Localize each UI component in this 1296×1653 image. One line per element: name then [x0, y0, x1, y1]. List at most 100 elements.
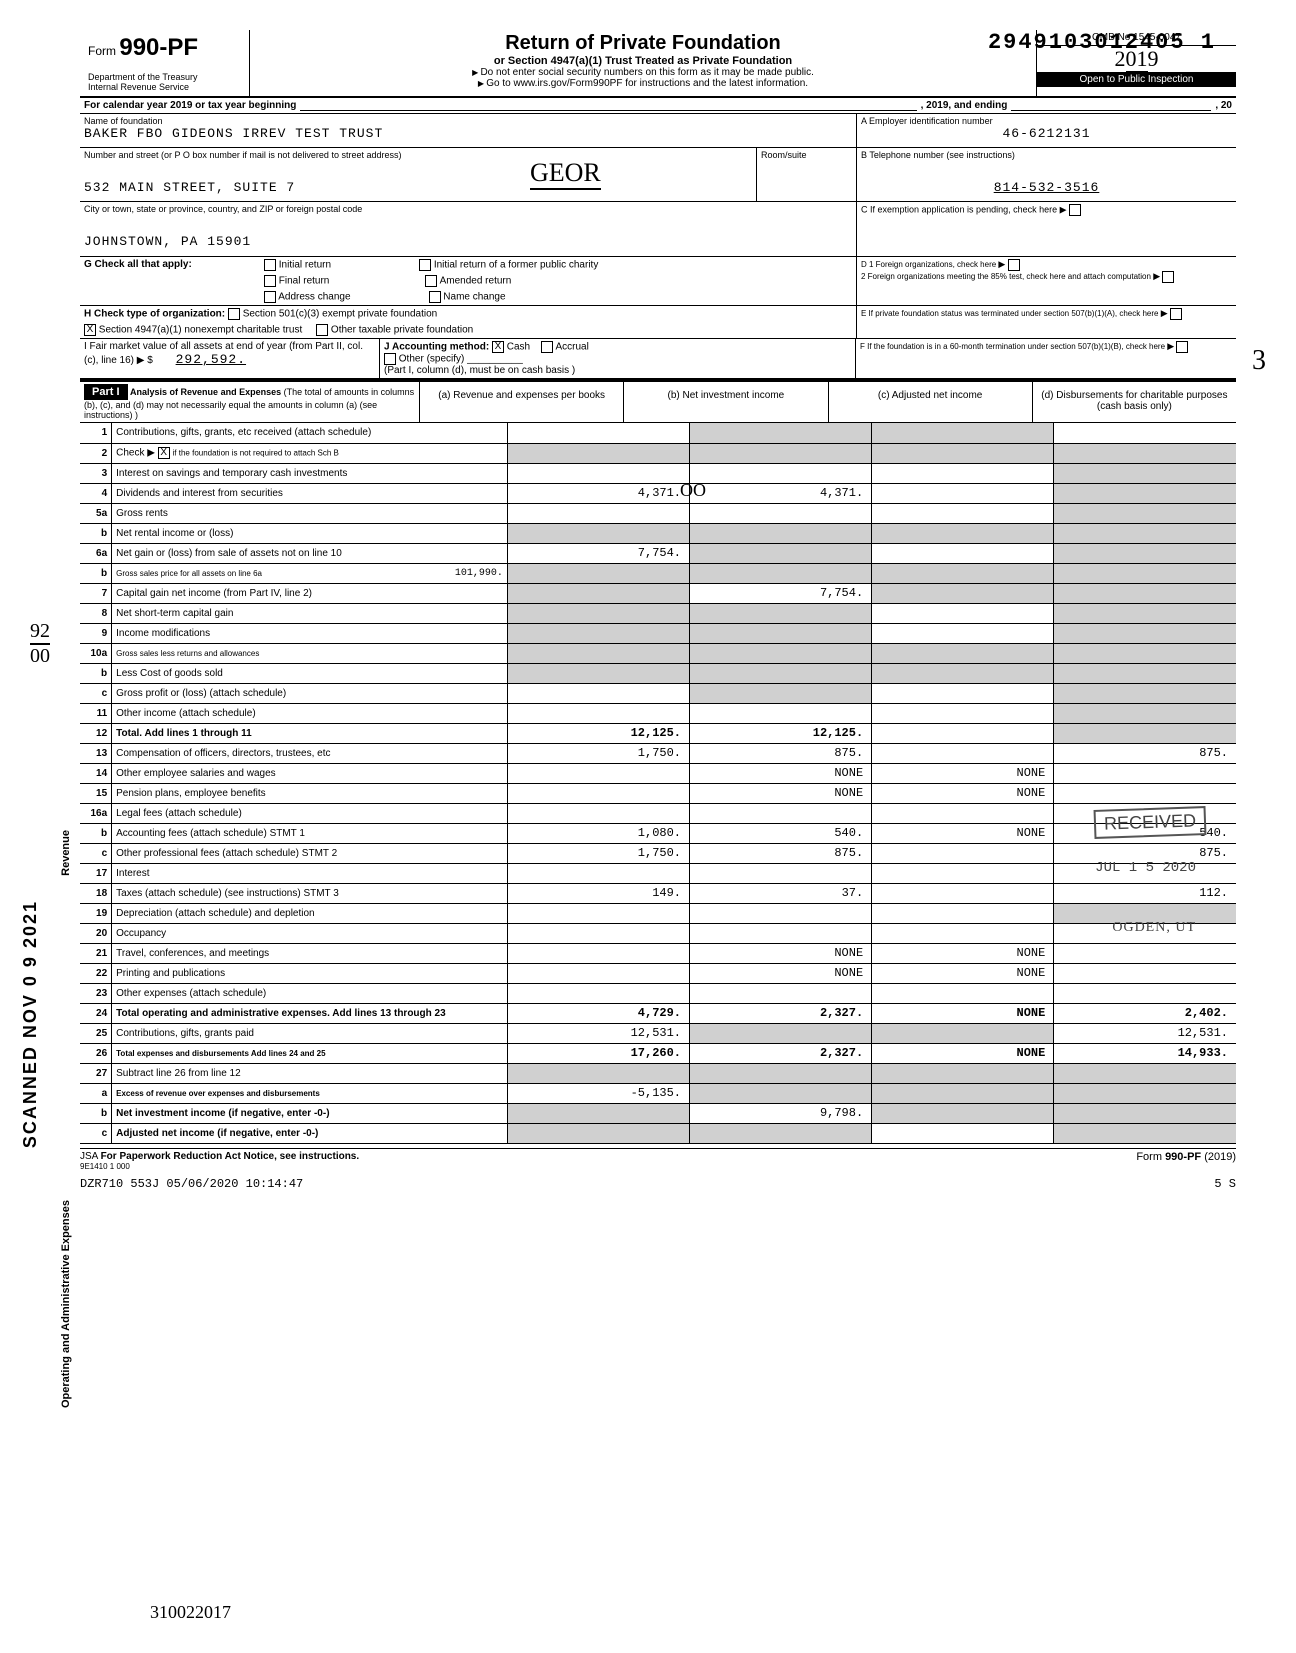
col-d: (d) Disbursements for charitable purpose…	[1033, 382, 1236, 422]
j-accrual-checkbox[interactable]	[541, 341, 553, 353]
e-checkbox[interactable]	[1170, 308, 1182, 320]
j-other-checkbox[interactable]	[384, 353, 396, 365]
row-desc: Less Cost of goods sold	[112, 663, 508, 683]
name-checkbox[interactable]	[429, 291, 441, 303]
row-desc: Adjusted net income (if negative, enter …	[112, 1123, 508, 1143]
val-b: 7,754.	[690, 583, 872, 603]
row-desc: Gross rents	[112, 503, 508, 523]
col-c: (c) Adjusted net income	[829, 382, 1033, 422]
initial-checkbox[interactable]	[264, 259, 276, 271]
handwriting-geor: GEOR	[530, 158, 601, 190]
info-grid: Name of foundation BAKER FBO GIDEONS IRR…	[80, 114, 1236, 257]
val-d: 112.	[1054, 883, 1236, 903]
cal-text2: , 2019, and ending	[921, 100, 1008, 111]
val-a: 1,750.	[507, 843, 689, 863]
h-other-checkbox[interactable]	[316, 324, 328, 336]
row-num: 2	[80, 443, 112, 463]
d1-checkbox[interactable]	[1008, 259, 1020, 271]
page-number-top: 2949103012405 1	[988, 30, 1216, 55]
g-label: G Check all that apply:	[80, 257, 260, 305]
stamp-ogden: OGDEN, UT	[1112, 920, 1196, 936]
row-num: 13	[80, 743, 112, 763]
row-desc: Printing and publications	[112, 963, 508, 983]
val-c: NONE	[872, 1003, 1054, 1023]
name-label: Name change	[443, 292, 505, 303]
h-4947: Section 4947(a)(1) nonexempt charitable …	[99, 325, 302, 336]
h-label: H Check type of organization:	[84, 309, 225, 320]
row-num: 20	[80, 923, 112, 943]
row-desc: Net short-term capital gain	[112, 603, 508, 623]
title-sub: or Section 4947(a)(1) Trust Treated as P…	[260, 55, 1026, 67]
val-a: 149.	[507, 883, 689, 903]
f-checkbox[interactable]	[1176, 341, 1188, 353]
received-stamp: RECEIVED	[1093, 806, 1206, 839]
row-desc: Contributions, gifts, grants, etc receiv…	[112, 423, 508, 443]
row-desc: Other income (attach schedule)	[112, 703, 508, 723]
phone-label: B Telephone number (see instructions)	[861, 150, 1232, 160]
row-desc: Occupancy	[112, 923, 508, 943]
form-prefix: Form	[88, 44, 116, 58]
row-num: 7	[80, 583, 112, 603]
row-desc: Gross profit or (loss) (attach schedule)	[112, 683, 508, 703]
row-num: 11	[80, 703, 112, 723]
row-num: 27	[80, 1063, 112, 1083]
val-a: 1,750.	[507, 743, 689, 763]
row-num: b	[80, 1103, 112, 1123]
val-b: 9,798.	[690, 1103, 872, 1123]
address-checkbox[interactable]	[264, 291, 276, 303]
row-num: b	[80, 563, 112, 583]
footer-jsa: JSA	[80, 1151, 98, 1162]
title-main: Return of Private Foundation	[260, 32, 1026, 55]
e-label: E If private foundation status was termi…	[861, 309, 1158, 318]
d2-checkbox[interactable]	[1162, 271, 1174, 283]
val-a: 7,754.	[507, 543, 689, 563]
address-label: Address change	[278, 292, 350, 303]
dept: Department of the Treasury Internal Reve…	[88, 72, 241, 92]
check-schb[interactable]: X	[158, 447, 170, 459]
h-4947-checkbox[interactable]: X	[84, 324, 96, 336]
expenses-label: Operating and Administrative Expenses	[60, 1200, 72, 1408]
c-checkbox[interactable]	[1069, 204, 1081, 216]
val-a: 4,371.	[507, 483, 689, 503]
row-num: 10a	[80, 643, 112, 663]
initial-former-checkbox[interactable]	[419, 259, 431, 271]
amended-checkbox[interactable]	[425, 275, 437, 287]
handwriting-three: 3	[1252, 345, 1266, 377]
row-num: 5a	[80, 503, 112, 523]
amended-label: Amended return	[440, 276, 512, 287]
d2-label: 2 Foreign organizations meeting the 85% …	[861, 272, 1151, 281]
part1-title: Analysis of Revenue and Expenses	[130, 387, 281, 397]
g-row: G Check all that apply: Initial return I…	[80, 257, 1236, 306]
city-label: City or town, state or province, country…	[84, 204, 852, 214]
row-desc: Taxes (attach schedule) (see instruction…	[112, 883, 508, 903]
val-b: 12,125.	[690, 723, 872, 743]
row-desc: Legal fees (attach schedule)	[112, 803, 508, 823]
row-num: c	[80, 683, 112, 703]
foundation-name: BAKER FBO GIDEONS IRREV TEST TRUST	[84, 126, 852, 141]
cal-text1: For calendar year 2019 or tax year begin…	[84, 100, 296, 111]
h-501-checkbox[interactable]	[228, 308, 240, 320]
name-label: Name of foundation	[84, 116, 852, 126]
row-num: 4	[80, 483, 112, 503]
stamp-date: JUL 1 5 2020	[1095, 860, 1196, 876]
col-b: (b) Net investment income	[624, 382, 828, 422]
final-checkbox[interactable]	[264, 275, 276, 287]
ein-label: A Employer identification number	[861, 116, 1232, 126]
row-num: 6a	[80, 543, 112, 563]
final-label: Final return	[279, 276, 330, 287]
j-cash-checkbox[interactable]: X	[492, 341, 504, 353]
j-label: J Accounting method:	[384, 342, 489, 353]
footer-form: Form 990-PF (2019)	[1136, 1151, 1236, 1171]
row-num: 25	[80, 1023, 112, 1043]
val-b: NONE	[690, 943, 872, 963]
val-c: NONE	[872, 763, 1054, 783]
h-other: Other taxable private foundation	[331, 325, 473, 336]
col-a: (a) Revenue and expenses per books	[420, 382, 624, 422]
f-label: F If the foundation is in a 60-month ter…	[860, 342, 1165, 351]
val-d: 875.	[1054, 743, 1236, 763]
val-b: 37.	[690, 883, 872, 903]
row-num: 18	[80, 883, 112, 903]
initial-label: Initial return	[279, 260, 331, 271]
val-c: NONE	[872, 823, 1054, 843]
val-b: 540.	[690, 823, 872, 843]
